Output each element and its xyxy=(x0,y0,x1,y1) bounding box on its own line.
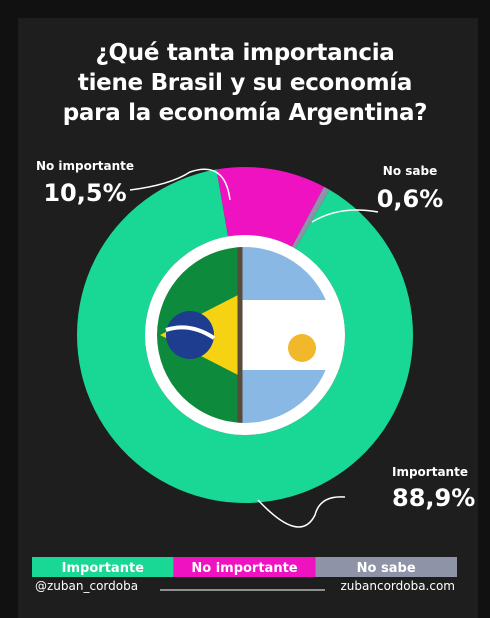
chart-title: ¿Qué tanta importancia tiene Brasil y su… xyxy=(62,40,428,126)
legend-label: Importante xyxy=(62,561,144,576)
pie-slice xyxy=(216,167,324,247)
legend-swatch xyxy=(315,557,457,577)
footer-handle: @zuban_cordoba xyxy=(35,579,138,593)
pie-slice xyxy=(76,169,413,503)
slice-name: Importante xyxy=(392,465,468,479)
pie-slice xyxy=(292,186,330,249)
callout-line xyxy=(129,168,231,201)
legend-label: No importante xyxy=(191,561,297,576)
callout-line xyxy=(311,209,379,223)
slice-value: 0,6% xyxy=(377,185,444,213)
legend-swatch xyxy=(173,557,316,577)
legend-swatch xyxy=(32,557,174,577)
callout-line xyxy=(257,496,346,528)
slice-value: 88,9% xyxy=(392,484,475,512)
slice-value: 10,5% xyxy=(43,179,126,207)
slice-name: No importante xyxy=(36,159,134,173)
slice-name: No sabe xyxy=(383,164,437,178)
legend-label: No sabe xyxy=(357,561,416,576)
footer-site: zubancordoba.com xyxy=(340,579,455,593)
